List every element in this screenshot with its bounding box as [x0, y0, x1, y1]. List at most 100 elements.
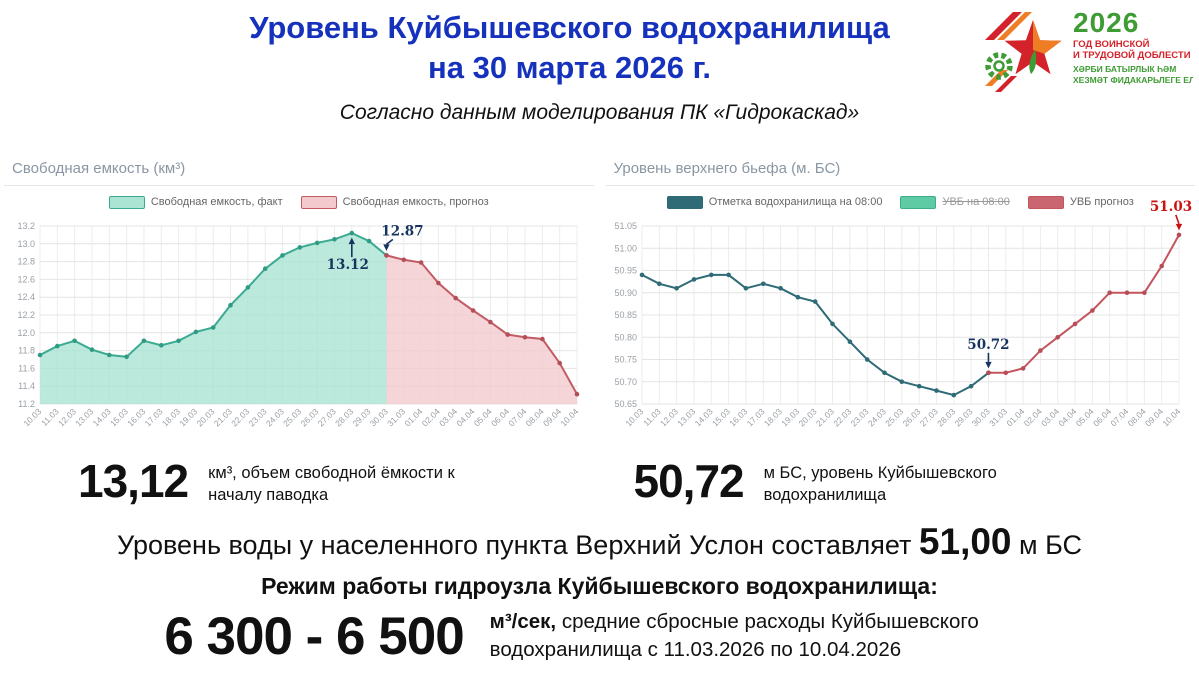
stats-row: 13,12 км³, объем свободной ёмкости к нач…: [0, 458, 1199, 507]
chart-annotation: 50.72: [967, 337, 1009, 353]
settlement-level-suffix: м БС: [1011, 529, 1082, 560]
legend-item[interactable]: УВБ на 08:00: [900, 195, 1010, 209]
svg-text:01.04: 01.04: [1004, 406, 1026, 428]
svg-text:15.03: 15.03: [709, 406, 731, 428]
svg-text:11.8: 11.8: [18, 346, 35, 356]
discharge-desc: м³/сек, средние сбросные расходы Куйбыше…: [490, 608, 1035, 663]
svg-text:12.0: 12.0: [17, 328, 35, 338]
svg-text:20.03: 20.03: [195, 406, 217, 428]
svg-text:29.03: 29.03: [952, 406, 974, 428]
svg-text:31.03: 31.03: [987, 406, 1009, 428]
legend-swatch-icon: [900, 195, 937, 209]
svg-text:11.4: 11.4: [18, 381, 35, 391]
svg-text:15.03: 15.03: [108, 406, 130, 428]
svg-text:10.03: 10.03: [623, 406, 645, 428]
svg-text:14.03: 14.03: [91, 406, 113, 428]
svg-text:12.4: 12.4: [17, 292, 35, 302]
svg-text:21.03: 21.03: [813, 406, 835, 428]
svg-text:10.04: 10.04: [558, 406, 580, 428]
stat-reservoir-level-desc: м БС, уровень Куйбышевского водохранилищ…: [763, 464, 997, 505]
discharge-unit: м³/сек,: [489, 610, 557, 634]
svg-text:22.03: 22.03: [831, 406, 853, 428]
svg-text:19.03: 19.03: [779, 406, 801, 428]
svg-text:01.04: 01.04: [402, 406, 424, 428]
svg-text:21.03: 21.03: [212, 406, 234, 428]
regime-heading: Режим работы гидроузла Куйбышевского вод…: [261, 572, 938, 599]
svg-text:12.8: 12.8: [17, 257, 35, 267]
svg-text:12.6: 12.6: [17, 274, 35, 284]
stat-reservoir-level-value: 50,72: [633, 455, 745, 507]
svg-text:23.03: 23.03: [848, 406, 870, 428]
logo-red-line2: И ТРУДОВОЙ ДОБЛЕСТИ: [1073, 49, 1191, 61]
settlement-level-value: 51,00: [918, 520, 1012, 562]
legend-item[interactable]: Отметка водохранилища на 08:00: [666, 195, 883, 209]
legend-item[interactable]: Свободная емкость, факт: [108, 195, 283, 209]
svg-text:18.03: 18.03: [160, 406, 182, 428]
svg-text:13.03: 13.03: [73, 406, 95, 428]
svg-text:06.04: 06.04: [1091, 406, 1113, 428]
logo-year: 2026: [1073, 7, 1139, 38]
stat-free-capacity: 13,12 км³, объем свободной ёмкости к нач…: [0, 458, 600, 507]
svg-text:23.03: 23.03: [246, 406, 268, 428]
svg-text:10.04: 10.04: [1160, 406, 1182, 428]
svg-text:02.04: 02.04: [1021, 406, 1043, 428]
svg-text:11.6: 11.6: [18, 363, 35, 373]
gear-icon: [985, 52, 1013, 80]
svg-text:11.03: 11.03: [39, 406, 61, 428]
svg-text:26.03: 26.03: [900, 406, 922, 428]
svg-text:07.04: 07.04: [506, 406, 528, 428]
svg-text:25.03: 25.03: [883, 406, 905, 428]
svg-text:12.2: 12.2: [17, 310, 35, 320]
svg-text:03.04: 03.04: [1039, 406, 1061, 428]
svg-text:08.04: 08.04: [524, 406, 546, 428]
svg-text:17.03: 17.03: [744, 406, 766, 428]
page-header: Уровень Куйбышевского водохранилища на 3…: [0, 0, 1199, 150]
svg-text:50.85: 50.85: [614, 310, 637, 320]
svg-text:51.05: 51.05: [614, 221, 637, 231]
svg-text:12.03: 12.03: [56, 406, 78, 428]
svg-text:07.04: 07.04: [1108, 406, 1130, 428]
legend-label: Отметка водохранилища на 08:00: [708, 196, 883, 208]
upstream-level-panel-title: Уровень верхнего бьефа (м. БС): [605, 154, 1195, 186]
free-capacity-panel-title: Свободная емкость (км³): [4, 154, 594, 186]
svg-text:12.03: 12.03: [657, 406, 679, 428]
svg-text:50.75: 50.75: [614, 355, 637, 365]
star-emblem-icon: [985, 12, 1062, 92]
svg-text:24.03: 24.03: [264, 406, 286, 428]
svg-text:18.03: 18.03: [761, 406, 783, 428]
svg-text:50.90: 50.90: [614, 288, 637, 298]
legend-label: УВБ на 08:00: [942, 196, 1010, 208]
free-capacity-chart: 11.2 11.4 11.6 11.8 12.0 12.2 12.4 12.6 12.8 13.0…: [17, 221, 580, 428]
page-title: Уровень Куйбышевского водохранилища на 3…: [0, 0, 1199, 87]
discharge-block: 6 300 - 6 500 м³/сек, средние сбросные р…: [0, 606, 1199, 667]
page-title-line2: на 30 марта 2026 г.: [428, 49, 711, 85]
svg-text:05.04: 05.04: [1073, 406, 1095, 428]
discharge-range-value: 6 300 - 6 500: [164, 606, 464, 666]
svg-text:16.03: 16.03: [125, 406, 147, 428]
svg-text:05.04: 05.04: [472, 406, 494, 428]
chart-annotation: 13.12: [327, 257, 369, 273]
charts-row: Свободная емкость (км³) Свободная емкост…: [0, 150, 1199, 446]
upstream-level-panel: Уровень верхнего бьефа (м. БС) Отметка в…: [605, 154, 1195, 446]
legend-swatch-icon: [108, 195, 145, 209]
svg-text:30.03: 30.03: [368, 406, 390, 428]
svg-text:02.04: 02.04: [420, 406, 442, 428]
svg-text:04.04: 04.04: [1056, 406, 1078, 428]
legend-label: УВБ прогноз: [1069, 196, 1134, 208]
svg-text:11.2: 11.2: [18, 399, 35, 409]
legend-item[interactable]: УВБ прогноз: [1027, 195, 1134, 209]
svg-text:13.03: 13.03: [675, 406, 697, 428]
discharge-rest: средние сбросные расходы Куйбышевского в…: [489, 610, 979, 662]
svg-text:13.0: 13.0: [17, 239, 35, 249]
logo-red-line1: ГОД ВОИНСКОЙ: [1073, 38, 1150, 50]
stat-free-capacity-value: 13,12: [78, 455, 189, 507]
svg-text:26.03: 26.03: [298, 406, 320, 428]
legend-item[interactable]: Свободная емкость, прогноз: [300, 195, 489, 209]
stat-reservoir-level: 50,72 м БС, уровень Куйбышевского водохр…: [600, 458, 1199, 507]
svg-text:50.80: 50.80: [614, 332, 637, 342]
page-title-line1: Уровень Куйбышевского водохранилища: [249, 10, 890, 45]
svg-text:04.04: 04.04: [454, 406, 476, 428]
svg-text:24.03: 24.03: [865, 406, 887, 428]
svg-text:28.03: 28.03: [935, 406, 957, 428]
svg-text:50.95: 50.95: [614, 266, 637, 276]
